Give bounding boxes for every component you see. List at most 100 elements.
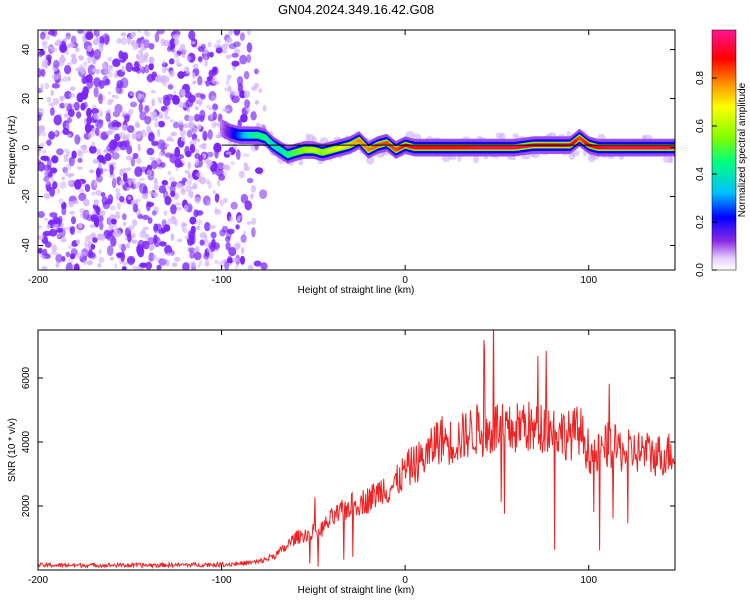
noise-dot	[101, 196, 108, 206]
noise-dot	[253, 68, 259, 75]
noise-dot	[146, 73, 155, 83]
noise-dot	[87, 251, 96, 259]
noise-dot	[211, 168, 217, 175]
noise-dot	[253, 260, 262, 267]
colorbar-ticks: 0.0 0.2 0.4 0.6 0.8	[695, 71, 717, 277]
noise-dot	[251, 217, 257, 225]
noise-dot	[192, 262, 197, 268]
noise-dot	[189, 250, 195, 259]
noise-dot	[71, 200, 79, 205]
noise-dot	[198, 144, 204, 149]
noise-dot	[210, 231, 217, 239]
noise-dot	[164, 244, 173, 255]
noise-dot	[106, 101, 113, 106]
noise-dot	[51, 244, 57, 253]
y-tick-label: -40	[21, 238, 32, 253]
noise-dot	[108, 91, 112, 95]
noise-dot	[208, 107, 213, 111]
noise-dot	[231, 52, 239, 58]
noise-dot	[133, 181, 140, 190]
noise-dot	[167, 84, 174, 90]
noise-dot	[90, 108, 99, 115]
noise-dot	[141, 193, 149, 200]
noise-dot	[51, 30, 58, 37]
noise-dot	[156, 264, 162, 270]
noise-dot	[53, 114, 62, 126]
noise-dot	[111, 218, 117, 225]
noise-dot	[194, 196, 201, 204]
noise-dot	[151, 97, 156, 104]
noise-dot	[66, 43, 72, 48]
noise-dot	[98, 248, 102, 255]
noise-dot	[59, 56, 66, 64]
noise-dot	[86, 107, 92, 118]
noise-dot	[198, 155, 203, 161]
noise-dot	[122, 139, 130, 147]
noise-dot	[204, 221, 211, 232]
noise-dot	[161, 219, 167, 228]
noise-dot	[222, 171, 228, 176]
noise-dot	[118, 243, 122, 250]
noise-dot	[170, 132, 175, 137]
noise-dot	[143, 30, 149, 36]
noise-dot	[59, 181, 67, 189]
noise-dot	[91, 141, 96, 148]
noise-dot	[55, 253, 63, 263]
noise-dot	[78, 151, 84, 158]
noise-dot	[112, 139, 118, 149]
noise-dot	[164, 195, 172, 206]
noise-dot	[102, 168, 109, 172]
noise-dot	[81, 66, 86, 74]
noise-dot	[128, 178, 132, 187]
noise-dot	[92, 237, 98, 243]
noise-dot	[221, 50, 228, 54]
noise-dot	[65, 262, 74, 270]
noise-dot	[193, 128, 198, 134]
snr-x-ticks: -200 -100 0 100	[28, 330, 597, 586]
noise-dot	[159, 100, 163, 104]
noise-dot	[174, 39, 180, 46]
noise-dot	[230, 90, 236, 96]
noise-dot	[184, 235, 190, 240]
noise-dot	[146, 125, 151, 133]
noise-dot	[56, 188, 60, 195]
noise-dot	[40, 83, 44, 91]
noise-dot	[82, 30, 87, 36]
noise-dot	[77, 229, 82, 234]
noise-dot	[172, 121, 180, 129]
noise-dot	[203, 234, 208, 243]
noise-dot	[137, 143, 141, 152]
noise-dot	[78, 192, 87, 202]
noise-dot	[126, 144, 133, 155]
spectrogram-x-ticks: -200 -100 0 100	[28, 30, 597, 286]
y-tick-label: 0	[21, 144, 32, 150]
noise-dot	[243, 165, 250, 172]
noise-dot	[210, 95, 217, 101]
noise-dot	[123, 221, 127, 226]
noise-dot	[49, 167, 58, 174]
noise-dot	[193, 209, 199, 218]
noise-dot	[167, 170, 172, 176]
noise-dot	[176, 238, 183, 243]
noise-dot	[246, 106, 251, 114]
noise-dot	[46, 54, 52, 61]
noise-dot	[260, 262, 268, 270]
noise-dot	[237, 83, 244, 93]
noise-dot	[148, 62, 154, 71]
noise-dot	[214, 206, 218, 215]
noise-dot	[90, 243, 96, 250]
noise-dot	[129, 101, 138, 108]
colorbar-tick-label: 0.4	[695, 167, 706, 181]
noise-dot	[104, 78, 111, 86]
noise-dot	[227, 256, 233, 264]
noise-dot	[98, 163, 102, 169]
noise-dot	[225, 241, 231, 251]
noise-dot	[194, 138, 201, 143]
noise-dot	[93, 49, 102, 60]
noise-dot	[226, 74, 232, 80]
noise-dot	[132, 219, 138, 227]
noise-dot	[42, 230, 52, 237]
noise-dot	[164, 109, 169, 117]
noise-dot	[68, 156, 75, 167]
noise-dot	[235, 149, 241, 161]
